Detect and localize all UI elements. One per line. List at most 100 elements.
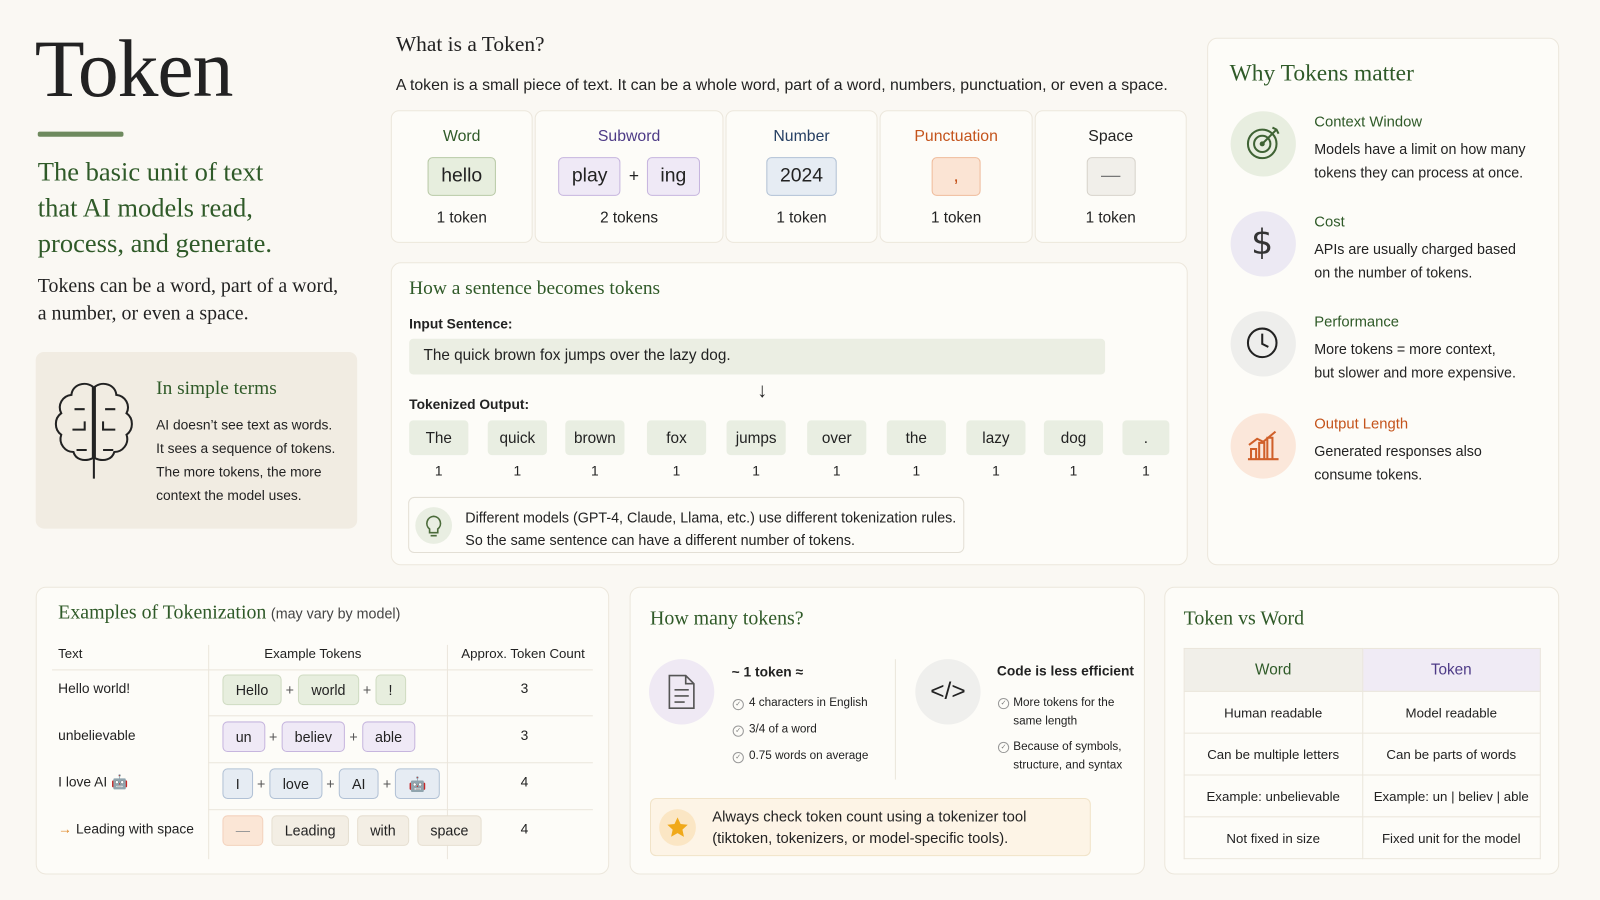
token-row: — bbox=[1086, 156, 1136, 197]
panel-title: Token vs Word bbox=[1183, 608, 1305, 630]
token-chip: space bbox=[417, 815, 482, 846]
token-type-card: Punctuation, 1 token bbox=[879, 110, 1033, 243]
table-cell: Example: un | believ | able bbox=[1361, 774, 1541, 818]
brain-right bbox=[93, 382, 133, 461]
bulb-svg bbox=[426, 515, 442, 537]
column-header: Token bbox=[1361, 647, 1541, 692]
why-icon bbox=[1230, 413, 1296, 479]
token-chip: Hello bbox=[222, 674, 282, 706]
token-chip: — bbox=[222, 815, 264, 846]
table-cell: Human readable bbox=[1183, 690, 1363, 734]
code-item: Because of symbols, structure, and syntax bbox=[1013, 738, 1122, 775]
token-row: 2024 bbox=[766, 156, 837, 197]
tip-box: Always check token count using a tokeniz… bbox=[649, 797, 1091, 857]
token-chip: quick bbox=[487, 420, 547, 456]
token-type-card: Subword play + ing 2 tokens bbox=[534, 110, 724, 243]
icon-shape bbox=[1246, 126, 1280, 160]
document-svg bbox=[668, 674, 695, 709]
why-item-text: APIs are usually charged based on the num… bbox=[1314, 238, 1516, 285]
why-item-line: tokens they can process at once. bbox=[1314, 164, 1524, 181]
description-line: Tokens can be a word, part of a word, bbox=[37, 275, 339, 297]
icon-shape bbox=[1253, 134, 1272, 154]
example-tokens: — Leading with space bbox=[222, 815, 482, 846]
token-count: 3 bbox=[520, 680, 529, 696]
example-tokens: un + believ + able bbox=[222, 721, 416, 753]
joiner: + bbox=[268, 728, 278, 745]
example-text: → Leading with space bbox=[58, 821, 194, 836]
approx-item: 0.75 words on average bbox=[748, 749, 869, 763]
tip-line: Always check token count using a tokeniz… bbox=[712, 809, 1027, 826]
token-chip: ! bbox=[375, 674, 406, 706]
input-label: Input Sentence: bbox=[409, 316, 513, 332]
why-item-line: Generated responses also bbox=[1314, 442, 1482, 460]
why-item-line: APIs are usually charged based bbox=[1314, 240, 1516, 258]
token-vs-word-panel: Token vs Word Word Token Human readable Mod… bbox=[1164, 586, 1560, 875]
why-icon bbox=[1230, 311, 1296, 377]
note-line: Different models (GPT-4, Claude, Llama, … bbox=[465, 509, 957, 526]
token-chip: jumps bbox=[726, 420, 786, 456]
joiner: + bbox=[257, 775, 266, 792]
why-item-title: Output Length bbox=[1314, 416, 1409, 433]
simple-terms-line: context the model uses. bbox=[156, 487, 302, 504]
brain-left bbox=[54, 382, 94, 461]
code-item-line: Because of symbols, bbox=[1013, 740, 1122, 754]
tip-text: Always check token count using a tokeniz… bbox=[712, 807, 1026, 850]
token-chip: play bbox=[558, 157, 621, 196]
table-row: Example: unbelievable Example: un | belie… bbox=[1183, 774, 1541, 818]
header-rule bbox=[52, 669, 593, 671]
token-chip: dog bbox=[1043, 420, 1104, 456]
code-icon: </> bbox=[915, 659, 981, 725]
example-text-value: Hello world! bbox=[58, 680, 131, 696]
token-count: 1 bbox=[752, 463, 760, 479]
why-item-line: Models have a limit on how many bbox=[1314, 140, 1526, 158]
simple-terms-line: AI doesn’t see text as words. bbox=[156, 417, 333, 433]
token-type-card: Word hello 1 token bbox=[390, 110, 533, 243]
comparison-table: Word Token Human readable Model readable Can… bbox=[1183, 647, 1541, 860]
why-item-text: Models have a limit on how many tokens th… bbox=[1314, 138, 1525, 185]
note-box: Different models (GPT-4, Claude, Llama, … bbox=[408, 496, 965, 554]
why-item-title: Performance bbox=[1314, 314, 1399, 331]
divider bbox=[446, 644, 448, 860]
why-item-line: on the number of tokens. bbox=[1314, 264, 1473, 281]
column-header: Approx. Token Count bbox=[461, 645, 585, 662]
token-row: , bbox=[931, 156, 981, 197]
column-header: Word bbox=[1183, 647, 1363, 692]
examples-panel: Examples of Tokenization (may vary by mo… bbox=[35, 586, 610, 875]
token-count: 1 token bbox=[436, 209, 487, 227]
token-type-card: Space — 1 token bbox=[1034, 110, 1187, 243]
table-cell: Fixed unit for the model bbox=[1361, 816, 1541, 860]
example-text-value: Leading with space bbox=[76, 821, 194, 837]
description-line: a number, or even a space. bbox=[37, 303, 249, 325]
token-row: hello bbox=[427, 156, 496, 197]
description: Tokens can be a word, part of a word, a n… bbox=[38, 272, 338, 327]
bulb-shape bbox=[426, 515, 442, 537]
token-chip: 2024 bbox=[766, 157, 837, 196]
why-item-title: Context Window bbox=[1314, 114, 1423, 131]
why-item-line: but slower and more expensive. bbox=[1314, 364, 1516, 381]
title-underline bbox=[37, 131, 124, 137]
token-chip: un bbox=[222, 721, 265, 753]
token-type-card: Number 2024 1 token bbox=[725, 110, 878, 243]
token-chip: I bbox=[222, 768, 253, 799]
code-item-line: same length bbox=[1013, 715, 1078, 728]
token-type-label: Space bbox=[1088, 127, 1134, 145]
token-count: 4 bbox=[520, 774, 529, 790]
bulb-icon bbox=[415, 507, 453, 544]
example-tokens: Hello + world +! bbox=[222, 674, 406, 706]
output-label: Tokenized Output: bbox=[409, 396, 530, 413]
icon-shape bbox=[1247, 430, 1279, 461]
token-count: 3 bbox=[520, 727, 529, 743]
joiner: + bbox=[285, 681, 294, 698]
why-item-text: More tokens = more context, but slower an… bbox=[1314, 338, 1516, 385]
token-count: 1 bbox=[513, 463, 522, 479]
star-icon bbox=[659, 809, 696, 846]
token-type-label: Word bbox=[442, 127, 481, 145]
icon-shape bbox=[1261, 126, 1280, 145]
token-count: 1 bbox=[912, 463, 921, 479]
check-icon: ✓ bbox=[732, 698, 744, 711]
token-chip: — bbox=[1086, 157, 1136, 196]
table-row: Can be multiple letters Can be parts of w… bbox=[1183, 732, 1541, 776]
why-panel: Why Tokens matter Context Window Models h… bbox=[1207, 37, 1560, 566]
